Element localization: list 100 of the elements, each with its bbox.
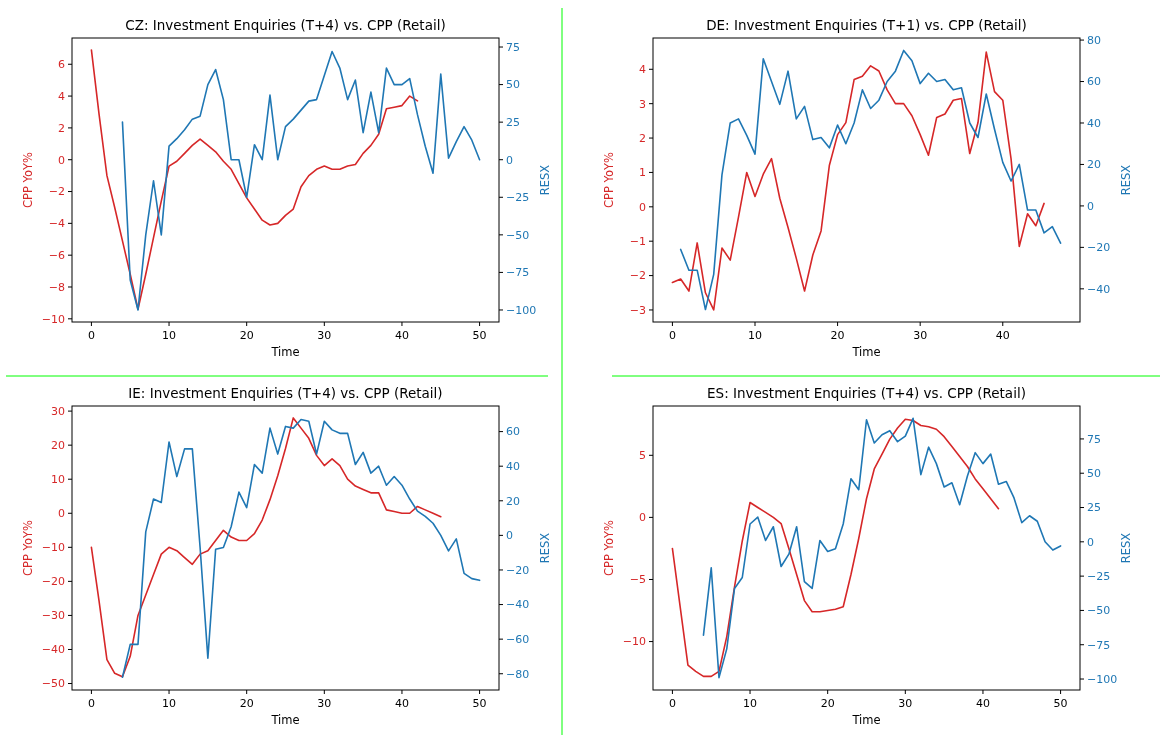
x-tick-label: 0: [87, 329, 95, 342]
x-tick-label: 50: [472, 329, 487, 342]
x-tick-label: 0: [87, 697, 95, 710]
x-axis-title: Time: [851, 713, 881, 727]
line-series: [702, 417, 1062, 679]
y-tick-label: 10: [51, 473, 65, 487]
y2-tick-label: −75: [506, 266, 530, 280]
y-tick-label: −6: [48, 249, 65, 263]
y2-tick-label: 25: [1087, 501, 1101, 515]
y2-tick-label: −75: [1087, 638, 1111, 652]
y-tick-label: −8: [48, 280, 65, 294]
x-tick-label: 40: [995, 329, 1010, 342]
y-tick-label: 3: [639, 97, 646, 111]
chart-title: IE: Investment Enquiries (T+4) vs. CPP (Retail): [128, 385, 443, 401]
y-axis-title: CPP YoY%: [21, 151, 35, 209]
y2-tick-label: −25: [1087, 569, 1111, 583]
y-tick-label: 4: [58, 89, 65, 103]
x-tick-label: 40: [394, 697, 409, 710]
y-tick-label: −50: [41, 677, 65, 691]
y-tick-label: −10: [622, 635, 646, 649]
y2-tick-label: −50: [506, 228, 530, 242]
y2-axis-title: RESX: [1119, 532, 1133, 564]
y-tick-label: 0: [639, 511, 646, 525]
x-tick-label: 30: [317, 697, 332, 710]
y2-tick-label: 40: [1087, 116, 1101, 130]
y-tick-label: 0: [58, 507, 65, 521]
y-tick-label: 2: [639, 131, 646, 145]
y-tick-label: −3: [629, 303, 646, 317]
y2-tick-label: −100: [1087, 672, 1118, 686]
y-tick-label: 1: [639, 166, 646, 180]
x-axis-title: Time: [270, 713, 300, 727]
x-tick-label: 0: [668, 329, 676, 342]
x-tick-label: 40: [975, 697, 990, 710]
y2-tick-label: 25: [506, 116, 520, 129]
x-tick-label: 0: [668, 697, 676, 710]
y-tick-label: −1: [629, 235, 646, 249]
y2-tick-label: −40: [1087, 282, 1111, 296]
line-series: [90, 417, 442, 678]
y-tick-label: −4: [48, 217, 65, 231]
x-tick-label: 30: [317, 329, 332, 342]
y-tick-label: −5: [629, 573, 646, 587]
y2-axis-title: RESX: [538, 532, 552, 564]
x-axis-title: Time: [270, 345, 300, 359]
y2-tick-label: 0: [506, 153, 513, 167]
chart-title: ES: Investment Enquiries (T+4) vs. CPP (Retail): [707, 385, 1026, 401]
line-series: [121, 50, 481, 311]
x-axis-title: Time: [851, 345, 881, 359]
line-series: [671, 418, 1000, 678]
y-tick-label: −2: [48, 185, 65, 199]
y2-tick-label: −20: [506, 563, 530, 577]
y-tick-label: −10: [41, 541, 65, 555]
x-tick-label: 20: [830, 329, 845, 342]
x-tick-label: 20: [239, 697, 254, 710]
y-tick-label: 20: [51, 439, 65, 453]
y2-tick-label: 50: [1087, 467, 1101, 481]
y-tick-label: −20: [41, 575, 65, 589]
chart-title: DE: Investment Enquiries (T+1) vs. CPP (Retail): [706, 17, 1027, 33]
x-tick-label: 10: [748, 329, 762, 342]
y-tick-label: 5: [639, 449, 646, 463]
y2-tick-label: 0: [1087, 535, 1094, 549]
y2-tick-label: 0: [1087, 199, 1094, 213]
chart-title: CZ: Investment Enquiries (T+4) vs. CPP (Retail): [125, 17, 446, 33]
y2-tick-label: −100: [506, 303, 537, 317]
y2-tick-label: 75: [1087, 432, 1101, 446]
y2-tick-label: −60: [506, 633, 530, 646]
y-axis-title: CPP YoY%: [602, 519, 616, 577]
x-tick-label: 20: [239, 329, 254, 342]
y2-tick-label: −80: [506, 667, 530, 681]
y2-tick-label: 0: [506, 529, 513, 543]
x-tick-label: 10: [743, 697, 758, 710]
y2-tick-label: −50: [1087, 604, 1111, 618]
y-tick-label: −10: [41, 312, 65, 326]
y2-tick-label: −40: [506, 598, 530, 612]
x-tick-label: 10: [162, 697, 177, 710]
y2-tick-label: 60: [506, 425, 520, 439]
y2-axis-title: RESX: [538, 164, 552, 196]
y-tick-label: 4: [639, 63, 646, 77]
line-series: [121, 418, 481, 678]
x-tick-label: 20: [820, 697, 835, 710]
x-tick-label: 50: [472, 697, 487, 710]
x-tick-label: 40: [394, 329, 409, 342]
y2-tick-label: −20: [1087, 241, 1111, 255]
x-tick-label: 30: [898, 697, 913, 710]
y-tick-label: −40: [41, 643, 65, 657]
x-tick-label: 30: [913, 329, 928, 342]
y2-tick-label: 60: [1087, 75, 1101, 89]
y2-tick-label: −25: [506, 191, 530, 205]
y-tick-label: 30: [51, 404, 65, 418]
y-tick-label: −30: [41, 609, 65, 623]
y-tick-label: 6: [58, 58, 65, 72]
y-tick-label: 0: [639, 200, 646, 214]
y2-tick-label: 80: [1087, 33, 1101, 47]
x-tick-label: 50: [1053, 697, 1068, 710]
y2-axis-title: RESX: [1119, 164, 1133, 196]
y-tick-label: 0: [58, 153, 65, 167]
y2-tick-label: 20: [506, 494, 520, 508]
x-tick-label: 10: [162, 329, 177, 342]
y2-tick-label: 50: [506, 78, 520, 92]
y2-tick-label: 40: [506, 460, 520, 474]
y-axis-title: CPP YoY%: [602, 151, 616, 209]
